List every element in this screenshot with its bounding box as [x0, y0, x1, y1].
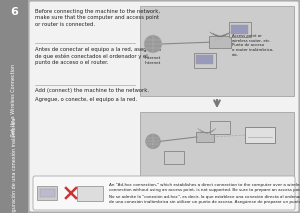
FancyBboxPatch shape	[77, 186, 103, 201]
FancyBboxPatch shape	[164, 151, 184, 164]
FancyBboxPatch shape	[140, 112, 294, 177]
FancyBboxPatch shape	[231, 24, 248, 33]
FancyBboxPatch shape	[209, 36, 231, 48]
FancyBboxPatch shape	[210, 121, 230, 134]
Bar	[0, 0, 28, 213]
FancyBboxPatch shape	[40, 189, 55, 197]
FancyBboxPatch shape	[244, 127, 274, 143]
Text: Agregue, o conecte, el equipo a la red.: Agregue, o conecte, el equipo a la red.	[35, 97, 137, 102]
Text: Internet
Internet: Internet Internet	[145, 56, 161, 65]
Circle shape	[146, 134, 160, 148]
Text: Access point or
wireless router, etc.
Punto de acceso
o router inalámbrico,
etc.: Access point or wireless router, etc. Pu…	[232, 34, 274, 57]
FancyBboxPatch shape	[33, 176, 295, 210]
FancyBboxPatch shape	[229, 22, 251, 37]
FancyBboxPatch shape	[29, 1, 299, 212]
Text: An "Ad-hoc connection," which establishes a direct connection to the computer ov: An "Ad-hoc connection," which establishe…	[109, 183, 300, 192]
FancyBboxPatch shape	[140, 6, 294, 96]
FancyBboxPatch shape	[194, 53, 216, 68]
FancyBboxPatch shape	[37, 186, 57, 200]
Text: Antes de conectar el equipo a la red, asegúrese
de que estén conectados el orden: Antes de conectar el equipo a la red, as…	[35, 46, 161, 65]
FancyBboxPatch shape	[196, 55, 213, 64]
FancyBboxPatch shape	[196, 132, 214, 142]
Circle shape	[144, 35, 162, 53]
Text: Before connecting the machine to the network,
make sure that the computer and ac: Before connecting the machine to the net…	[35, 9, 160, 27]
Text: No se admite la "conexión ad-hoc", es decir, la que establece una conexión direc: No se admite la "conexión ad-hoc", es de…	[109, 195, 300, 204]
Text: Set Up a Wireless Connection: Set Up a Wireless Connection	[11, 64, 16, 136]
Text: Configuración de una conexión inalámbrica: Configuración de una conexión inalámbric…	[11, 117, 17, 213]
Text: 6: 6	[10, 7, 18, 17]
Text: Add (connect) the machine to the network.: Add (connect) the machine to the network…	[35, 88, 149, 93]
